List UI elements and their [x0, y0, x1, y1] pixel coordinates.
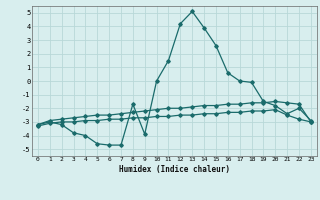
X-axis label: Humidex (Indice chaleur): Humidex (Indice chaleur): [119, 165, 230, 174]
